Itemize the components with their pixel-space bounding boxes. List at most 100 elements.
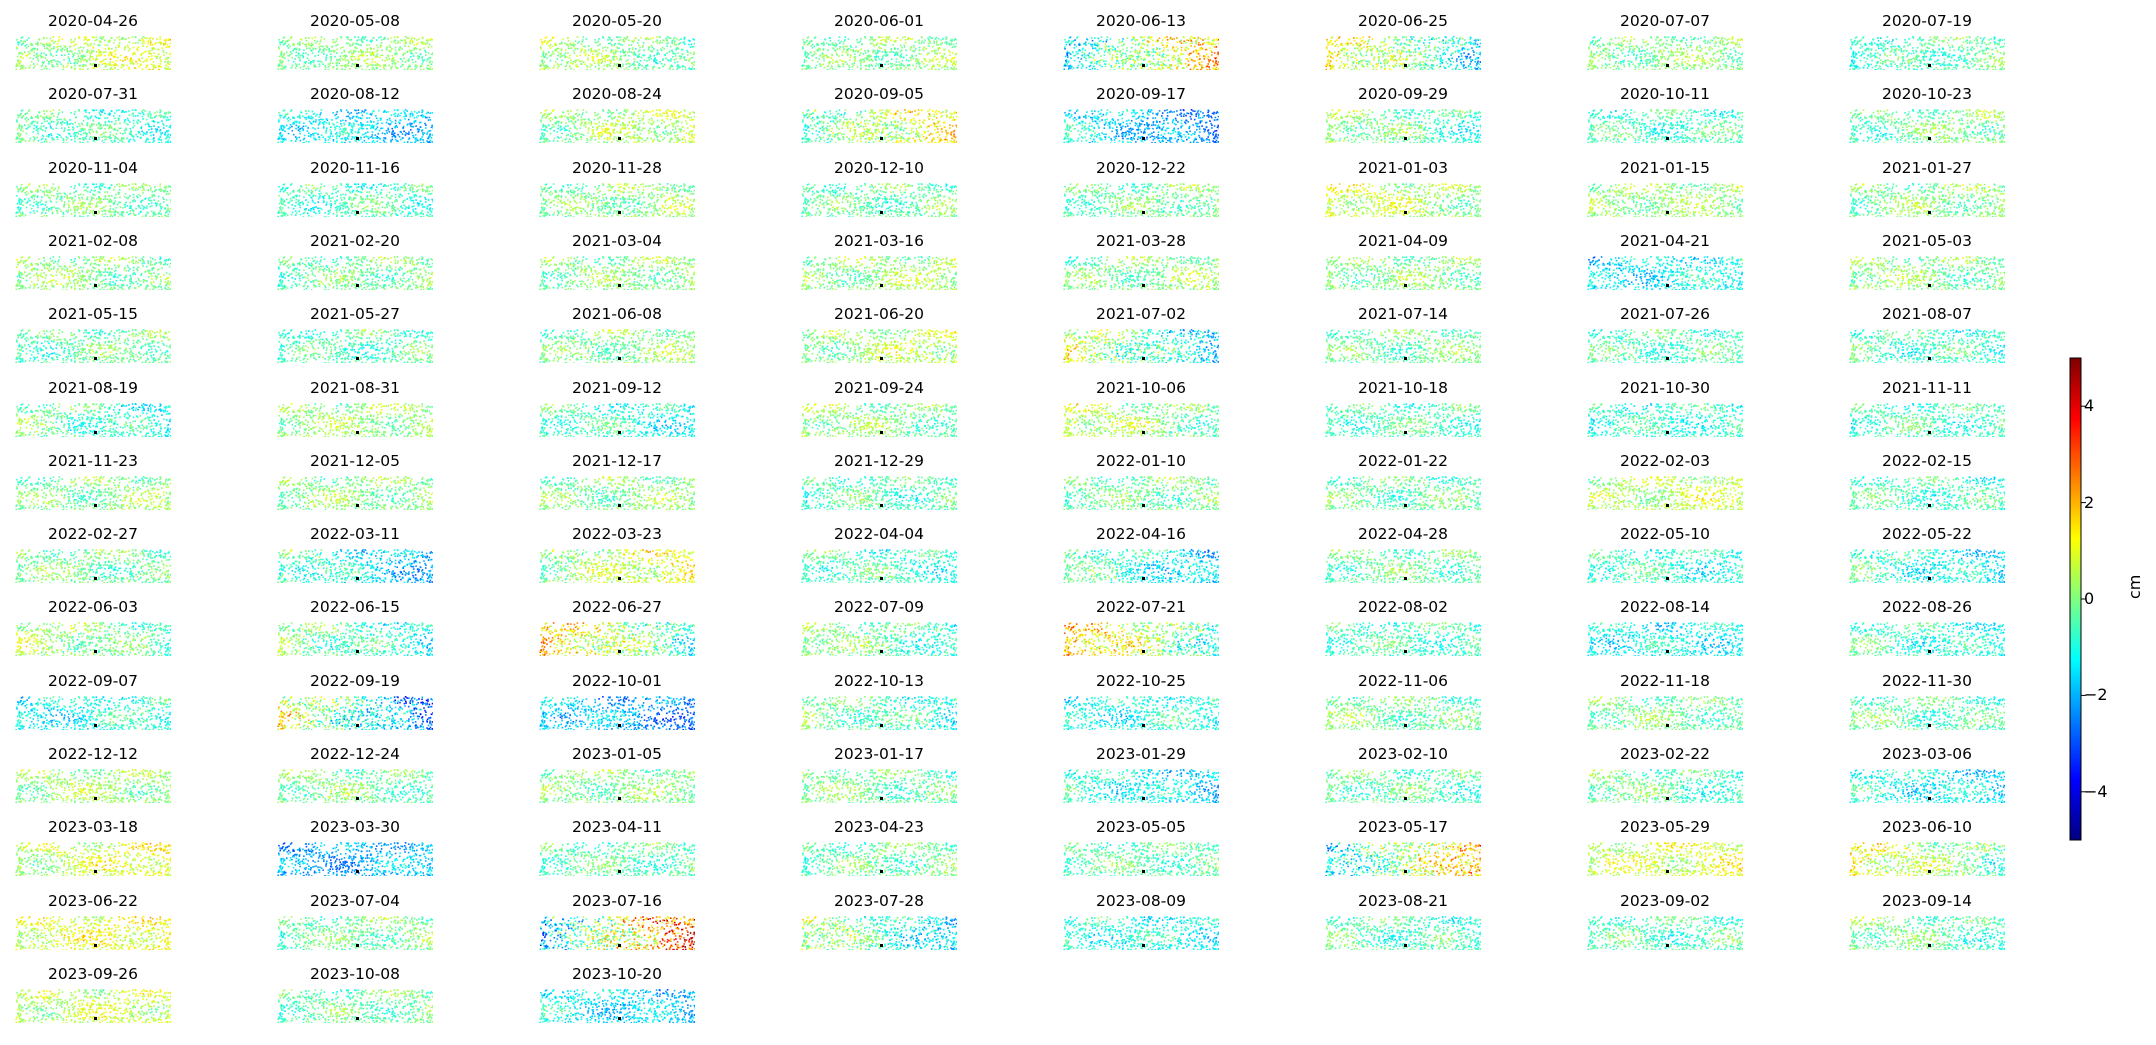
scatter-point bbox=[544, 61, 546, 63]
scatter-point bbox=[345, 60, 347, 62]
scatter-point bbox=[908, 68, 910, 70]
scatter-point bbox=[666, 43, 668, 45]
scatter-point bbox=[117, 57, 119, 59]
scatter-point bbox=[307, 54, 309, 56]
scatter-point bbox=[417, 56, 419, 58]
scatter-point bbox=[406, 51, 408, 53]
scatter-point bbox=[394, 36, 396, 38]
scatter-point bbox=[158, 42, 160, 44]
scatter-point bbox=[1096, 63, 1098, 65]
scatter-point bbox=[358, 56, 360, 58]
scatter-point bbox=[1710, 39, 1712, 41]
scatter-point bbox=[27, 54, 29, 56]
scatter-point bbox=[1444, 53, 1446, 55]
scatter-point bbox=[98, 49, 100, 51]
scatter-point bbox=[406, 60, 408, 62]
scatter-point bbox=[1082, 48, 1084, 50]
scatter-point bbox=[1617, 54, 1619, 56]
scatter-point bbox=[408, 37, 410, 39]
scatter-point bbox=[143, 61, 145, 63]
scatter-point bbox=[831, 57, 833, 59]
scatter-point bbox=[1723, 53, 1725, 55]
scatter-point bbox=[1116, 53, 1118, 55]
scatter-point bbox=[1740, 46, 1742, 48]
scatter-point bbox=[1938, 40, 1940, 42]
scatter-point bbox=[1336, 39, 1338, 41]
scatter-point bbox=[1724, 48, 1726, 50]
scatter-point bbox=[1411, 38, 1413, 40]
scatter-point bbox=[1676, 49, 1678, 51]
scatter-point bbox=[1356, 62, 1358, 64]
scatter-point bbox=[939, 52, 941, 54]
scatter-point bbox=[614, 43, 616, 45]
scatter-point bbox=[555, 61, 557, 63]
scatter-point bbox=[71, 66, 73, 68]
scatter-point bbox=[1666, 40, 1668, 42]
scatter-point bbox=[354, 64, 356, 66]
scatter-point bbox=[1395, 36, 1397, 38]
scatter-point bbox=[1591, 41, 1593, 43]
scatter-point bbox=[395, 47, 397, 49]
scatter-point bbox=[402, 40, 404, 42]
scatter-point bbox=[92, 36, 94, 38]
scatter-point bbox=[1122, 41, 1124, 43]
scatter-point bbox=[384, 37, 386, 39]
scatter-point bbox=[1126, 47, 1128, 49]
scatter-point bbox=[687, 51, 689, 53]
scatter-point bbox=[1195, 42, 1197, 44]
scatter-point bbox=[1609, 44, 1611, 46]
scatter-point bbox=[1428, 55, 1430, 57]
scatter-point bbox=[1666, 48, 1668, 50]
scatter-point bbox=[74, 52, 76, 54]
scatter-point bbox=[576, 55, 578, 57]
scatter-point bbox=[656, 40, 658, 42]
scatter-point bbox=[116, 60, 118, 62]
scatter-point bbox=[822, 56, 824, 58]
scatter-point bbox=[427, 39, 429, 41]
scatter-point bbox=[412, 59, 414, 61]
scatter-point bbox=[1105, 43, 1107, 45]
scatter-point bbox=[877, 52, 879, 54]
scatter-point bbox=[1110, 69, 1112, 70]
scatter-point bbox=[1101, 66, 1103, 68]
scatter-point bbox=[1361, 62, 1363, 64]
scatter-point bbox=[315, 48, 317, 50]
scatter-point bbox=[380, 46, 382, 48]
scatter-point bbox=[290, 37, 292, 39]
scatter-point bbox=[632, 40, 634, 42]
scatter-point bbox=[1705, 47, 1707, 49]
scatter-point bbox=[1686, 45, 1688, 47]
scatter-point bbox=[652, 68, 654, 70]
scatter-point bbox=[59, 61, 61, 63]
scatter-point bbox=[1588, 69, 1590, 70]
scatter-point bbox=[598, 52, 600, 54]
scatter-point bbox=[1398, 50, 1400, 52]
scatter-point bbox=[1111, 67, 1113, 69]
scatter-point bbox=[1723, 55, 1725, 57]
scatter-point bbox=[1420, 61, 1422, 63]
scatter-point bbox=[281, 51, 283, 53]
scatter-point bbox=[381, 50, 383, 52]
scatter-point bbox=[400, 39, 402, 41]
scatter-point bbox=[1089, 56, 1091, 58]
scatter-point bbox=[160, 61, 162, 63]
scatter-point bbox=[1394, 37, 1396, 39]
scatter-point bbox=[1450, 60, 1452, 62]
scatter-point bbox=[380, 45, 382, 47]
scatter-point bbox=[1908, 38, 1910, 40]
scatter-point bbox=[82, 51, 84, 53]
scatter-point bbox=[1730, 69, 1732, 70]
scatter-point bbox=[1327, 41, 1329, 43]
scatter-point bbox=[1105, 66, 1107, 68]
scatter-point bbox=[1738, 52, 1740, 54]
scatter-point bbox=[1717, 68, 1719, 70]
scatter-point bbox=[937, 64, 939, 66]
scatter-point bbox=[1663, 50, 1665, 52]
scatter-point bbox=[1442, 40, 1444, 42]
scatter-point bbox=[1731, 57, 1733, 59]
scatter-point bbox=[543, 65, 545, 67]
scatter-point bbox=[1130, 69, 1132, 70]
scatter-point bbox=[1109, 53, 1111, 55]
scatter-point bbox=[1150, 63, 1152, 65]
scatter-point bbox=[369, 51, 371, 53]
